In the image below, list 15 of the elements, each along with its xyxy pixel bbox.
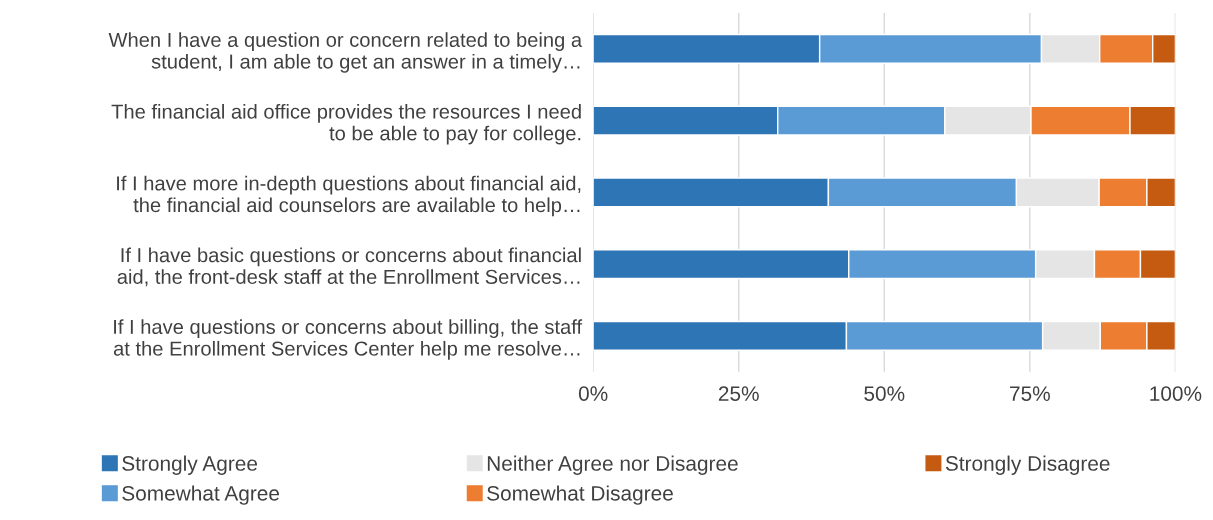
legend-label: Neither Agree nor Disagree xyxy=(487,455,738,475)
y-tick-label: The financial aid office provides the resources I need to be able to pay for college. xyxy=(111,103,581,145)
x-tick-label: 100% xyxy=(1150,386,1202,401)
legend-label: Somewhat Disagree xyxy=(487,485,673,505)
y-tick-label: When I have a question or concern related to being a student, I am able to get an answer in a timely… xyxy=(108,32,583,73)
legend-label: Strongly Disagree xyxy=(945,455,1110,475)
legend-label: Somewhat Agree xyxy=(122,485,280,505)
legend-label: Strongly Agree xyxy=(122,455,258,475)
x-tick-label: 0% xyxy=(578,386,608,401)
y-tick-label: If I have questions or concerns about billing, the staff at the Enrollment Services Center help me resolve… xyxy=(113,319,583,360)
y-tick-label: If I have basic questions or concerns about financial aid, the front-desk staff at the Enrollment Services… xyxy=(117,247,581,287)
y-tick-label: If I have more in-depth questions about financial aid, the financial aid counselors are available to help… xyxy=(117,175,581,217)
x-tick-label: 50% xyxy=(864,386,905,401)
x-tick-label: 75% xyxy=(1010,386,1050,401)
x-tick-label: 25% xyxy=(718,386,759,401)
